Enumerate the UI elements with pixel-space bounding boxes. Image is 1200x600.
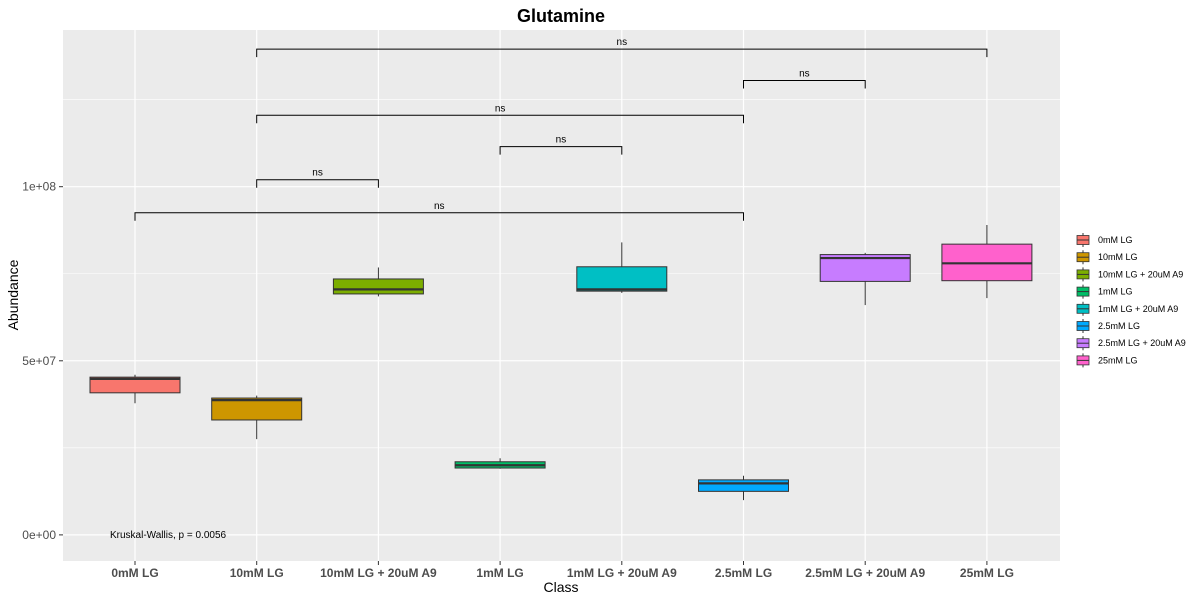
legend-item: 2.5mM LG + 20uM A9: [1076, 336, 1186, 351]
legend-label: 0mM LG: [1098, 235, 1133, 245]
comparisons-layer: ns ns ns ns ns ns: [134, 37, 988, 221]
chart-title: Glutamine: [517, 6, 605, 26]
box-body: [89, 376, 181, 394]
legend-item: 1mM LG + 20uM A9: [1076, 301, 1178, 316]
box-body: [576, 266, 668, 292]
significance-label: ns: [617, 37, 628, 48]
x-tick-label: 2.5mM LG: [715, 566, 772, 580]
legend-item: 0mM LG: [1076, 233, 1133, 247]
x-tick-label: 10mM LG: [230, 566, 284, 580]
legend-label: 2.5mM LG: [1098, 321, 1140, 331]
legend-label: 25mM LG: [1098, 355, 1138, 365]
box-10mm-lg-20um-a9: [332, 267, 424, 297]
x-tick-label: 10mM LG + 20uM A9: [320, 566, 437, 580]
legend-label: 10mM LG: [1098, 252, 1138, 262]
legend-label: 10mM LG + 20uM A9: [1098, 269, 1183, 279]
y-axis: 0e+00 5e+07 1e+08: [22, 180, 63, 542]
y-axis-title: Abundance: [5, 259, 21, 330]
box-body: [211, 397, 303, 421]
x-tick-label: 0mM LG: [111, 566, 158, 580]
box-2-5mm-lg: [698, 475, 789, 501]
box-2-5mm-lg-20um-a9: [819, 252, 911, 306]
legend-label: 1mM LG: [1098, 287, 1133, 297]
kruskal-wallis-annotation: Kruskal-Wallis, p = 0.0056: [110, 530, 227, 541]
significance-bracket: ns: [256, 168, 379, 188]
significance-bracket: ns: [134, 201, 744, 221]
box-10mm-lg: [211, 395, 303, 440]
legend-item: 10mM LG: [1076, 250, 1138, 265]
legend: 0mM LG 10mM LG 10mM LG + 20uM A9 1mM LG 1mM …: [1076, 233, 1186, 368]
y-tick-label: 0e+00: [22, 528, 56, 542]
bracket-line: [256, 179, 379, 188]
legend-item: 2.5mM LG: [1076, 319, 1140, 333]
plot-panel: [63, 30, 1060, 561]
box-1mm-lg-20um-a9: [576, 242, 668, 293]
significance-bracket: ns: [256, 103, 744, 124]
x-tick-label: 1mM LG + 20uM A9: [567, 566, 677, 580]
x-axis-title: Class: [543, 579, 578, 595]
bracket-line: [499, 146, 623, 155]
legend-label: 1mM LG + 20uM A9: [1098, 304, 1178, 314]
x-tick-label: 25mM LG: [960, 566, 1014, 580]
y-tick-label: 5e+07: [22, 354, 56, 368]
bracket-line: [256, 114, 744, 124]
box-25mm-lg: [941, 224, 1033, 299]
legend-item: 25mM LG: [1076, 353, 1138, 368]
significance-label: ns: [495, 103, 506, 114]
x-tick-label: 2.5mM LG + 20uM A9: [805, 566, 925, 580]
legend-item: 10mM LG + 20uM A9: [1076, 267, 1183, 282]
legend-label: 2.5mM LG + 20uM A9: [1098, 338, 1186, 348]
box-body: [332, 278, 424, 295]
significance-label: ns: [312, 168, 323, 179]
box-body: [698, 479, 789, 492]
significance-bracket: ns: [743, 68, 866, 89]
legend-item: 1mM LG: [1076, 284, 1133, 299]
boxes-layer: [89, 224, 1033, 501]
significance-label: ns: [434, 201, 445, 212]
significance-bracket: ns: [256, 37, 988, 58]
significance-bracket: ns: [499, 135, 623, 155]
box-1mm-lg: [454, 458, 546, 469]
bracket-line: [256, 48, 988, 58]
bracket-line: [134, 212, 744, 221]
x-tick-label: 1mM LG: [476, 566, 523, 580]
significance-label: ns: [556, 135, 567, 146]
bracket-line: [743, 79, 866, 89]
box-0mm-lg: [89, 374, 181, 404]
significance-label: ns: [799, 68, 810, 79]
x-axis: 0mM LG 10mM LG 10mM LG + 20uM A9 1mM LG 1mM …: [111, 561, 1014, 580]
y-tick-label: 1e+08: [22, 180, 56, 194]
